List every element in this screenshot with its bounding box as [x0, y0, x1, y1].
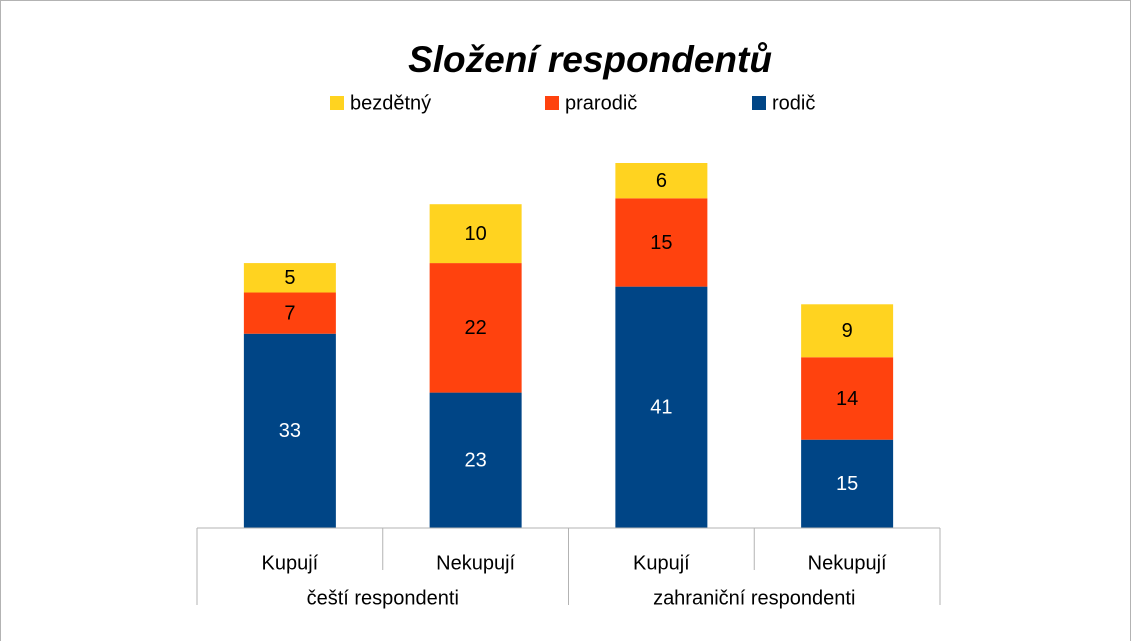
data-label: 6: [656, 170, 667, 192]
data-label: 10: [465, 223, 487, 245]
x-tick-label: Kupují: [633, 552, 690, 574]
data-label: 22: [465, 317, 487, 339]
data-label: 5: [284, 267, 295, 289]
group-label: zahraniční respondenti: [653, 587, 855, 609]
data-label: 15: [650, 232, 672, 254]
bar-segment: [243, 333, 336, 528]
x-tick-label: Kupují: [262, 552, 319, 574]
legend-label: bezdětný: [350, 92, 431, 114]
bar-segment: [615, 163, 708, 199]
bar-segment: [429, 263, 522, 393]
data-label: 15: [836, 473, 858, 495]
x-tick-label: Nekupují: [808, 552, 887, 574]
legend-label: rodič: [772, 92, 815, 114]
bar-segment: [429, 392, 522, 528]
bar-segment: [801, 357, 894, 440]
data-label: 7: [284, 302, 295, 324]
bar-segment: [801, 304, 894, 358]
data-label: 41: [650, 397, 672, 419]
bar-segment: [801, 439, 894, 528]
group-label: čeští respondenti: [307, 587, 459, 609]
bar-segment: [615, 198, 708, 287]
data-label: 33: [279, 420, 301, 442]
legend-swatch: [545, 96, 559, 110]
x-tick-label: Nekupují: [436, 552, 515, 574]
bar-segment: [243, 263, 336, 293]
chart-title: Složení respondentů: [408, 39, 772, 80]
bar-segment: [615, 286, 708, 528]
data-label: 23: [465, 450, 487, 472]
data-label: 9: [842, 320, 853, 342]
legend-label: prarodič: [565, 92, 637, 114]
bar-segment: [243, 292, 336, 334]
legend-swatch: [752, 96, 766, 110]
legend-swatch: [330, 96, 344, 110]
bar-segment: [429, 204, 522, 264]
data-label: 14: [836, 388, 858, 410]
